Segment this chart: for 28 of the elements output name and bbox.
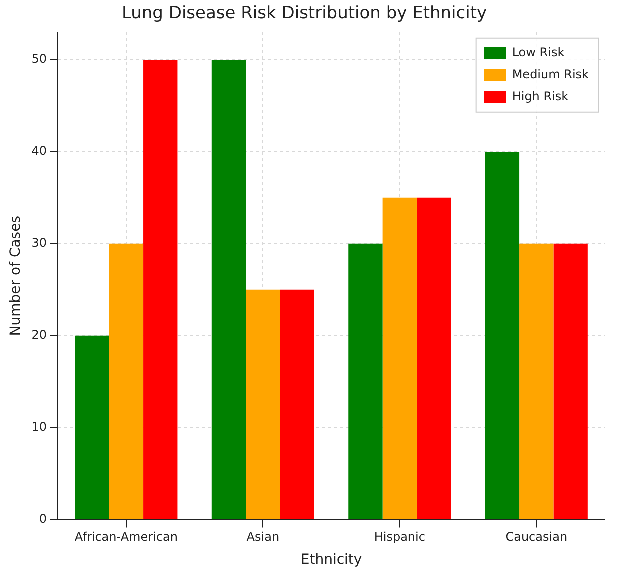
x-axis-title: Ethnicity — [300, 552, 362, 568]
y-axis-title: Number of Cases — [8, 216, 24, 336]
x-tick-label: African-American — [74, 530, 178, 544]
y-tick-label: 10 — [32, 420, 48, 434]
bar — [382, 198, 417, 520]
bar — [554, 244, 588, 520]
chart-title: Lung Disease Risk Distribution by Ethnicity — [122, 4, 488, 24]
bar — [246, 290, 280, 520]
bar — [485, 152, 520, 520]
bar — [520, 244, 554, 520]
y-tick-label: 20 — [32, 328, 48, 342]
bar — [144, 60, 178, 520]
x-tick-label: Asian — [246, 530, 280, 544]
bar — [348, 244, 383, 520]
y-tick-label: 50 — [32, 52, 48, 66]
bar — [109, 244, 144, 520]
legend-label: Medium Risk — [512, 68, 590, 82]
y-tick-label: 30 — [32, 236, 48, 250]
bar — [280, 290, 314, 520]
y-tick-label: 0 — [39, 512, 48, 526]
y-tick-label: 40 — [32, 144, 48, 158]
legend-label: Low Risk — [512, 46, 565, 60]
bar — [212, 60, 246, 520]
bar — [416, 198, 452, 520]
x-tick-label: Hispanic — [374, 530, 426, 544]
x-tick-label: Caucasian — [506, 530, 568, 544]
bar — [75, 336, 110, 520]
legend-label: High Risk — [512, 90, 569, 104]
